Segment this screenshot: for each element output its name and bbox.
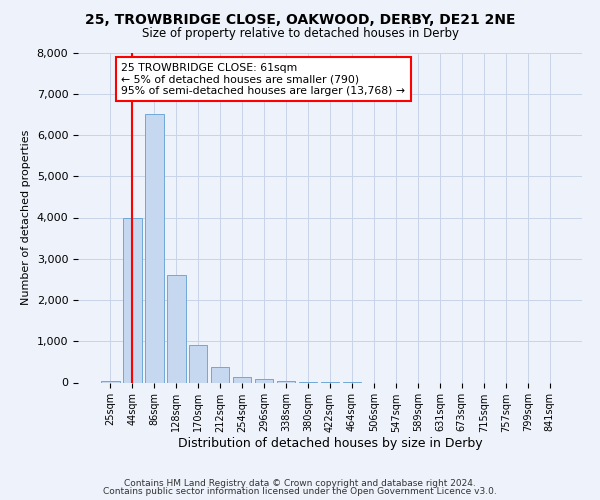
- Bar: [189, 346, 208, 383]
- Bar: [167, 275, 185, 382]
- Text: Contains public sector information licensed under the Open Government Licence v3: Contains public sector information licen…: [103, 487, 497, 496]
- Bar: [255, 379, 274, 382]
- X-axis label: Distribution of detached houses by size in Derby: Distribution of detached houses by size …: [178, 438, 482, 450]
- Text: Size of property relative to detached houses in Derby: Size of property relative to detached ho…: [142, 28, 458, 40]
- Text: Contains HM Land Registry data © Crown copyright and database right 2024.: Contains HM Land Registry data © Crown c…: [124, 478, 476, 488]
- Y-axis label: Number of detached properties: Number of detached properties: [21, 130, 31, 305]
- Bar: [211, 367, 229, 382]
- Bar: [233, 377, 251, 382]
- Text: 25 TROWBRIDGE CLOSE: 61sqm
← 5% of detached houses are smaller (790)
95% of semi: 25 TROWBRIDGE CLOSE: 61sqm ← 5% of detac…: [121, 63, 405, 96]
- Bar: [123, 218, 142, 382]
- Bar: [145, 114, 164, 382]
- Text: 25, TROWBRIDGE CLOSE, OAKWOOD, DERBY, DE21 2NE: 25, TROWBRIDGE CLOSE, OAKWOOD, DERBY, DE…: [85, 12, 515, 26]
